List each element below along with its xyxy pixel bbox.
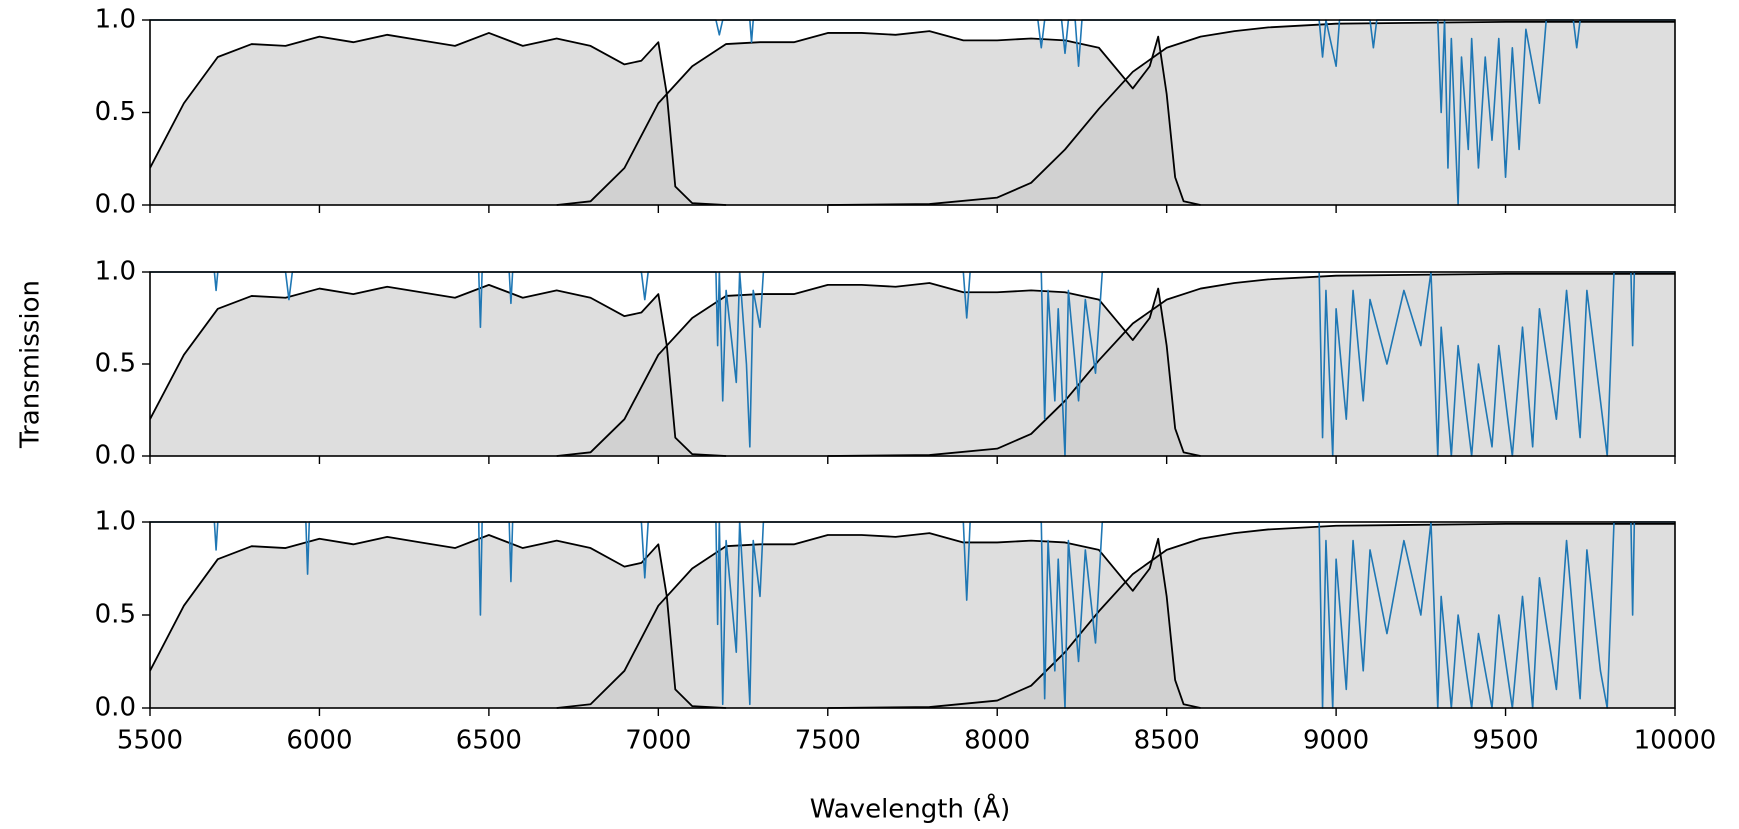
x-tick-label: 10000 [1634, 726, 1717, 756]
x-tick-label: 6500 [456, 726, 522, 756]
filter-fill [556, 31, 1201, 205]
y-tick-label: 0.0 [95, 441, 136, 471]
filter-curve [556, 30, 1201, 206]
y-tick-label: 0.5 [95, 97, 136, 127]
x-axis-label: Wavelength (Å) [810, 793, 1011, 825]
filter-curve [150, 32, 727, 206]
filter-fill [150, 284, 727, 456]
filter-curve [827, 522, 1675, 709]
filter-fill [150, 535, 727, 708]
filter-fill [827, 523, 1675, 708]
x-tick-label: 9000 [1303, 726, 1369, 756]
plot-area [150, 19, 1675, 206]
filter-curve [556, 282, 1201, 457]
y-tick-label: 0.0 [95, 190, 136, 220]
plot-area [150, 521, 1675, 709]
x-tick-label: 9500 [1472, 726, 1538, 756]
filter-curve [150, 283, 727, 457]
y-tick-label: 0.5 [95, 349, 136, 379]
y-tick-label: 1.0 [95, 507, 136, 537]
filter-fill [150, 32, 727, 206]
x-tick-label: 7000 [625, 726, 691, 756]
x-tick-label: 8000 [964, 726, 1030, 756]
y-tick-label: 1.0 [95, 257, 136, 287]
y-tick-label: 0.5 [95, 600, 136, 630]
filter-fill [827, 21, 1675, 205]
filter-curve [827, 272, 1675, 457]
x-tick-label: 5500 [117, 726, 183, 756]
x-tick-label: 8500 [1134, 726, 1200, 756]
y-tick-label: 1.0 [95, 5, 136, 35]
x-tick-label: 7500 [795, 726, 861, 756]
y-axis-label: Transmission [16, 280, 46, 449]
y-tick-label: 0.0 [95, 693, 136, 723]
plot-area [150, 271, 1675, 457]
filter-fill [827, 273, 1675, 456]
filter-curve [150, 534, 727, 709]
filter-curve [556, 532, 1201, 709]
x-tick-label: 6000 [286, 726, 352, 756]
